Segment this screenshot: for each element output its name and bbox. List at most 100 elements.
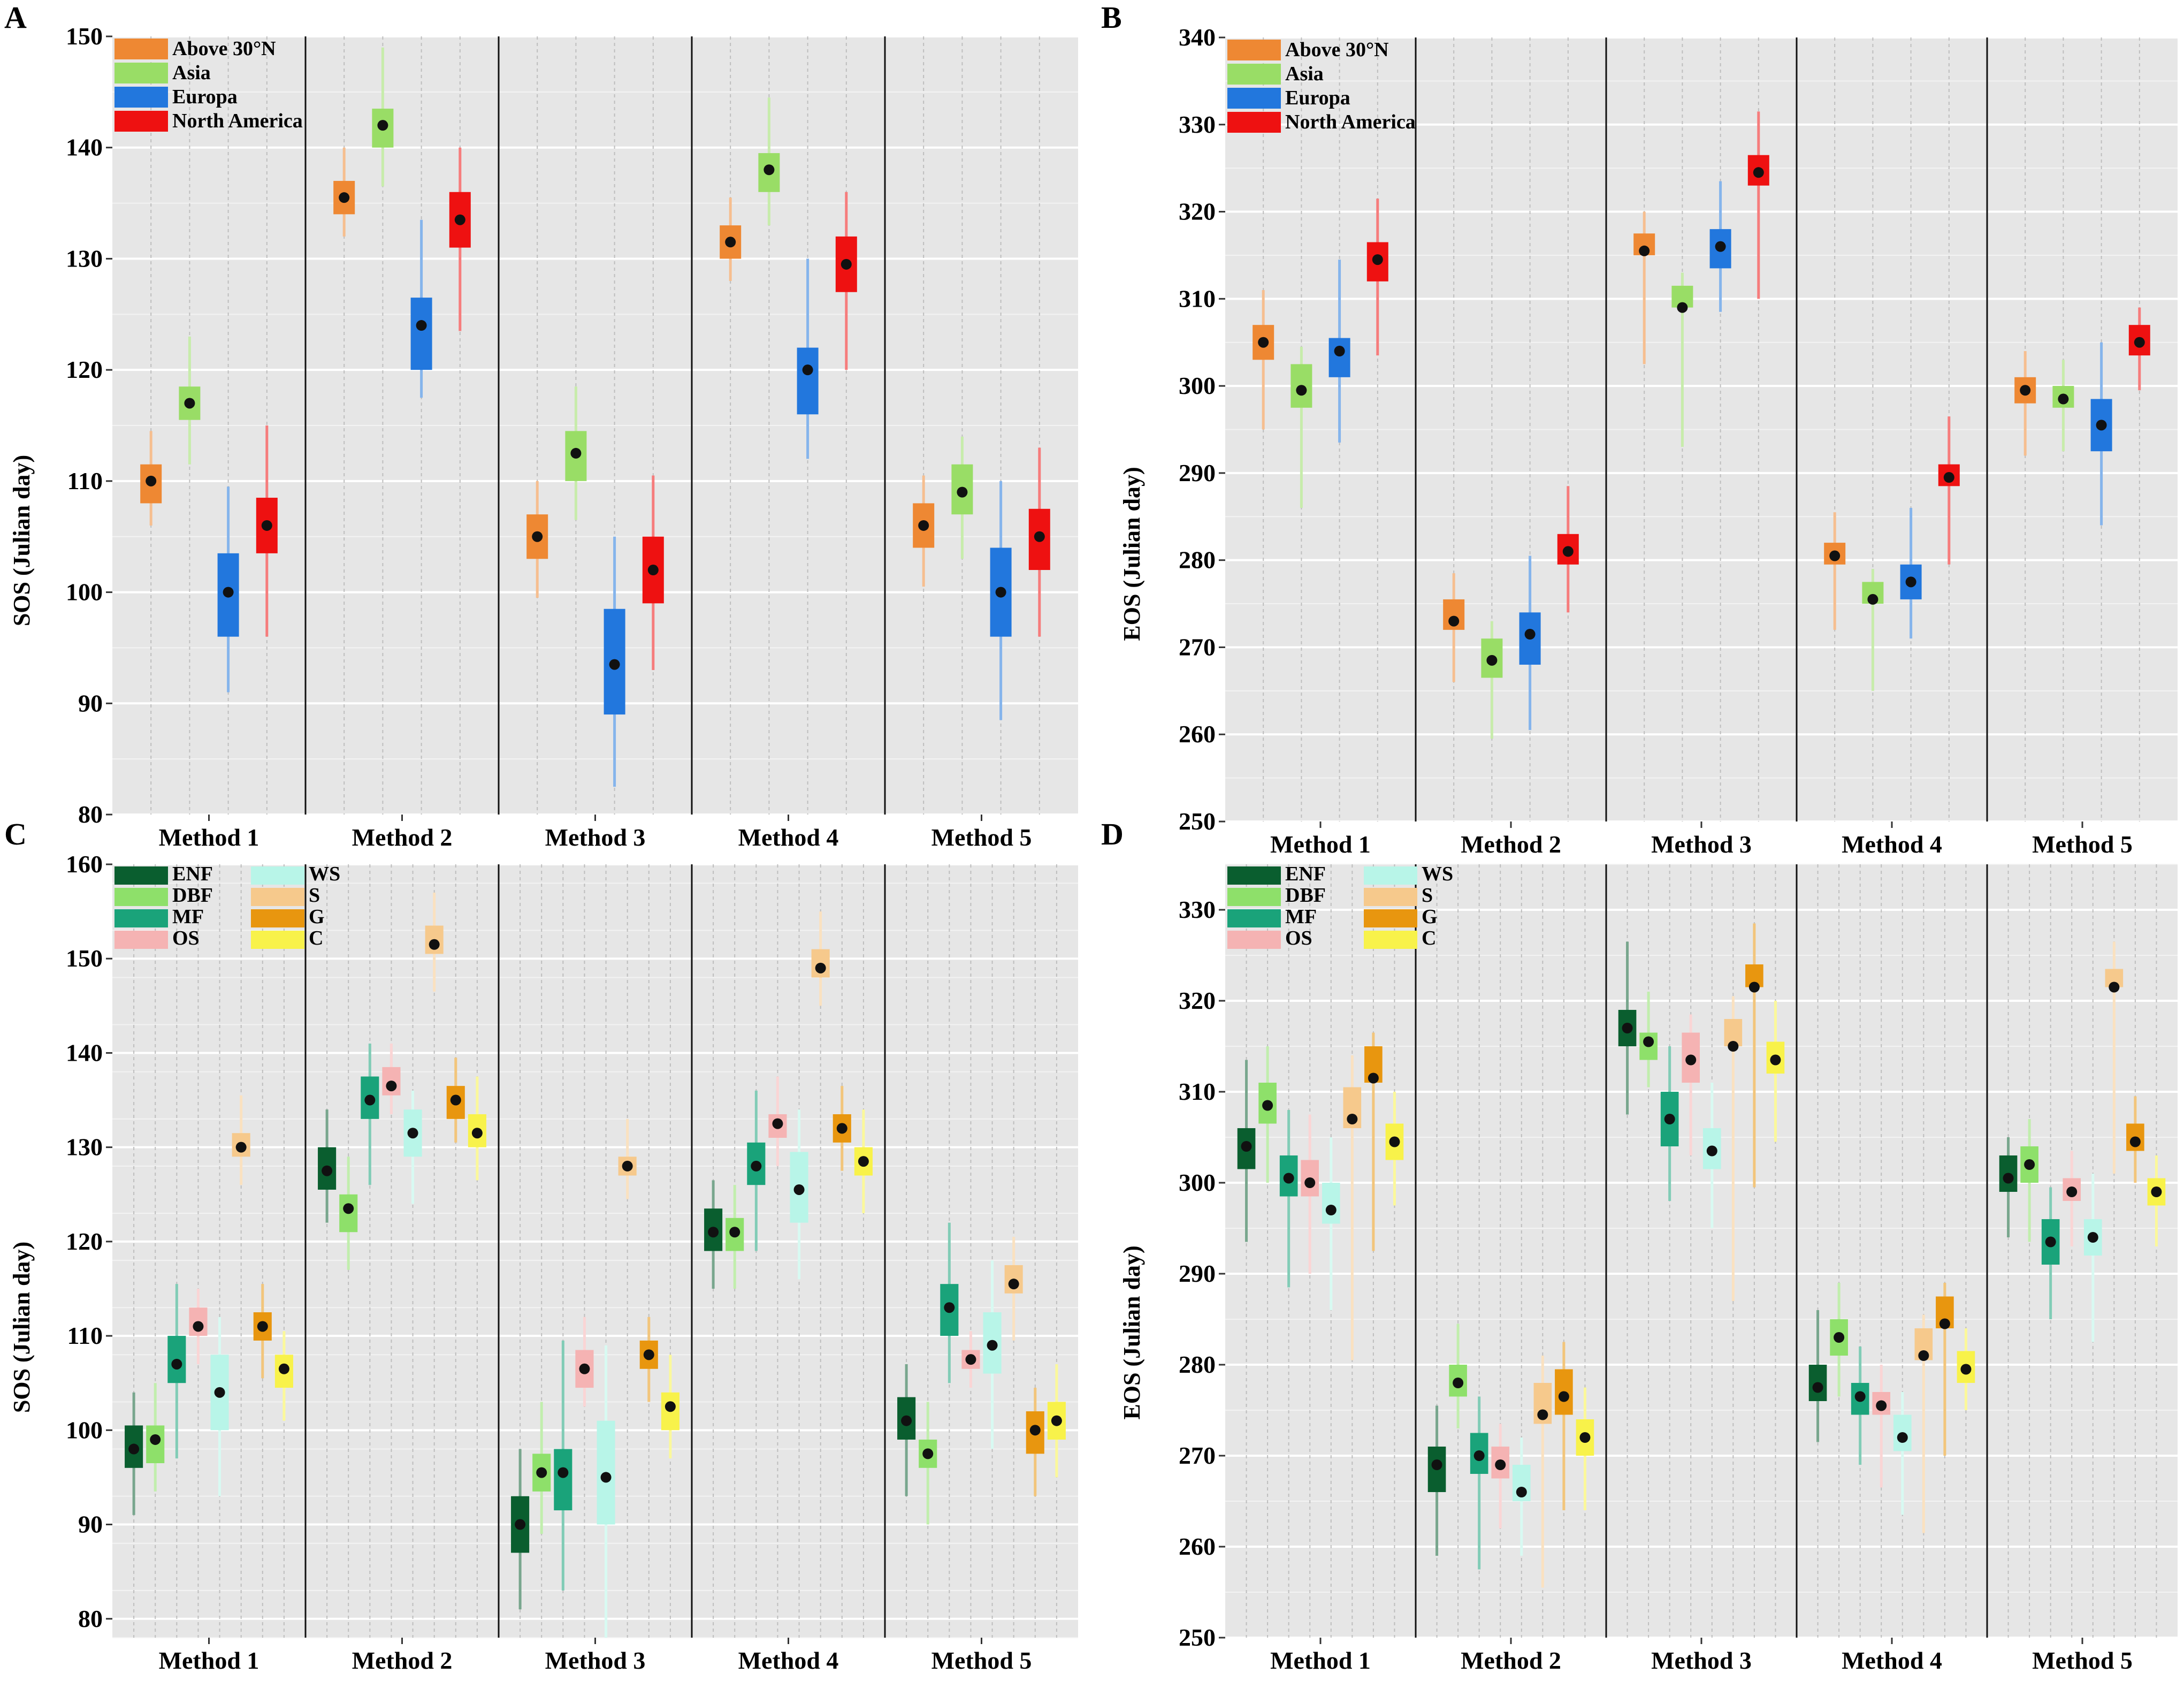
- median-point-c: [429, 939, 440, 950]
- legend-label-a: North America: [172, 110, 303, 132]
- y-tick-label-c: 160: [66, 850, 103, 878]
- y-tick-label-a: 90: [78, 689, 103, 717]
- median-point-b: [1372, 254, 1383, 265]
- median-point-b: [1486, 655, 1498, 666]
- legend-label-c: C: [309, 927, 323, 949]
- legend-swatch-d: [1364, 888, 1417, 906]
- median-point-a: [918, 520, 929, 531]
- median-point-c: [751, 1160, 762, 1172]
- median-point-d: [2087, 1232, 2098, 1243]
- median-point-b: [1524, 629, 1536, 640]
- median-point-c: [322, 1165, 333, 1176]
- y-tick-label-c: 90: [78, 1511, 103, 1538]
- median-point-d: [1495, 1459, 1506, 1470]
- median-point-d: [1812, 1382, 1823, 1393]
- median-point-d: [2066, 1186, 2078, 1197]
- median-point-c: [386, 1081, 397, 1092]
- median-point-d: [1283, 1173, 1294, 1184]
- x-tick-label-d: Method 1: [1270, 1647, 1371, 1674]
- y-tick-label-b: 320: [1179, 198, 1216, 225]
- legend-label-d: DBF: [1285, 884, 1326, 907]
- median-point-c: [214, 1387, 225, 1398]
- y-tick-label-b: 270: [1179, 633, 1216, 660]
- legend-label-b: Asia: [1285, 63, 1324, 85]
- x-tick-label-d: Method 5: [2032, 1647, 2133, 1674]
- legend-label-c: WS: [309, 863, 340, 885]
- legend-swatch-c: [251, 866, 304, 885]
- median-point-d: [1537, 1409, 1548, 1420]
- y-tick-label-a: 140: [66, 134, 103, 161]
- median-point-c: [708, 1227, 719, 1238]
- median-point-c: [193, 1321, 204, 1332]
- median-point-c: [1008, 1279, 1019, 1290]
- median-point-c: [278, 1363, 289, 1374]
- svg-text:SOS (Julian day): SOS (Julian day): [9, 455, 35, 626]
- median-point-c: [643, 1349, 654, 1360]
- legend-swatch-a: [114, 87, 168, 108]
- x-tick-label-d: Method 2: [1461, 1647, 1561, 1674]
- median-point-b: [1715, 241, 1726, 252]
- median-point-d: [1960, 1364, 1972, 1375]
- median-point-a: [223, 587, 234, 598]
- y-axis-title-a: SOS (Julian day): [9, 455, 35, 626]
- median-point-d: [1241, 1141, 1252, 1152]
- median-point-b: [1905, 576, 1916, 588]
- y-tick-label-d: 310: [1179, 1078, 1216, 1105]
- legend-label-d: OS: [1285, 927, 1312, 949]
- y-tick-label-a: 80: [78, 801, 103, 828]
- median-point-a: [802, 364, 813, 376]
- median-point-c: [793, 1184, 805, 1195]
- plot-background-d: [1225, 864, 2178, 1638]
- legend-swatch-d: [1227, 866, 1281, 885]
- legend-swatch-c: [114, 888, 168, 906]
- y-tick-label-b: 330: [1179, 111, 1216, 138]
- boxplot-marks-d: [1237, 923, 2166, 1588]
- median-point-c: [171, 1358, 182, 1370]
- y-tick-label-c: 100: [66, 1416, 103, 1443]
- median-point-d: [2045, 1236, 2056, 1248]
- legend-swatch-b: [1227, 112, 1281, 133]
- median-point-c: [922, 1448, 934, 1459]
- boxplot-marks-a: [140, 47, 1050, 787]
- median-point-c: [987, 1340, 998, 1351]
- box-d: [1322, 1183, 1340, 1224]
- panel-c: C SOS (Julian day) 80 90 100 110 120 130 140 15…: [4, 817, 1078, 1674]
- median-point-d: [1748, 982, 1760, 993]
- median-point-c: [858, 1156, 869, 1167]
- legend-label-a: Above 30°N: [172, 37, 276, 60]
- panel-a: A SOS (Julian day) 80 90 100 110 120 130 140 15…: [4, 0, 1078, 851]
- legend-swatch-d: [1227, 931, 1281, 949]
- median-point-c: [515, 1519, 526, 1530]
- legend-label-d: ENF: [1285, 863, 1326, 885]
- median-point-d: [1664, 1114, 1675, 1124]
- x-tick-label-a: Method 2: [352, 824, 453, 851]
- y-tick-label-d: 320: [1179, 987, 1216, 1014]
- median-point-d: [1770, 1054, 1781, 1066]
- median-point-b: [2058, 393, 2069, 405]
- legend-label-d: G: [1422, 906, 1438, 928]
- x-tick-label-a: Method 1: [159, 824, 259, 851]
- median-point-d: [1516, 1487, 1527, 1497]
- y-tick-label-a: 150: [66, 22, 103, 50]
- median-point-b: [2134, 337, 2145, 348]
- median-point-d: [2024, 1159, 2035, 1170]
- median-point-a: [261, 520, 272, 531]
- median-point-b: [1677, 302, 1688, 313]
- legend-swatch-d: [1364, 866, 1417, 885]
- median-point-c: [944, 1302, 955, 1313]
- median-point-b: [1943, 472, 1954, 483]
- median-point-b: [1448, 615, 1460, 627]
- median-point-d: [1325, 1205, 1337, 1215]
- y-tick-label-b: 280: [1179, 546, 1216, 574]
- legend-label-b: North America: [1285, 111, 1416, 133]
- legend-swatch-d: [1227, 909, 1281, 927]
- legend-label-d: WS: [1422, 863, 1453, 885]
- median-point-c: [128, 1443, 140, 1455]
- median-point-d: [1876, 1400, 1887, 1411]
- median-point-d: [1347, 1114, 1358, 1124]
- y-tick-label-a: 130: [66, 245, 103, 272]
- median-point-d: [2129, 1136, 2141, 1147]
- median-point-d: [1622, 1023, 1633, 1033]
